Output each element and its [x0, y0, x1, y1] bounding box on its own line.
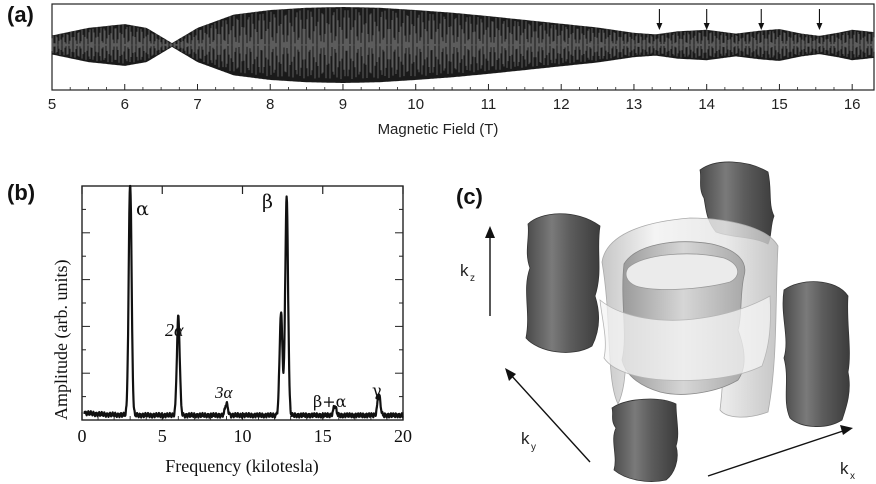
peak-label-gamma: γ	[372, 381, 382, 400]
panel-b: 0 5 10 15 20 α 2α 3α β β+α γ Amplitude (arb.…	[51, 186, 412, 477]
panel-a-xtick-label: 14	[698, 96, 715, 113]
peak-label-beta-plus-alpha: β+α	[313, 392, 347, 411]
kx-subscript: x	[850, 471, 855, 482]
panel-b-spectrum-line	[84, 186, 402, 418]
panel-b-xtick-label: 10	[234, 426, 252, 446]
panel-a-xtick-label: 7	[193, 96, 201, 113]
panel-a-xtick-label: 5	[48, 96, 56, 113]
peak-label-two-alpha: 2α	[165, 320, 184, 340]
panel-a-xtick-label: 8	[266, 96, 274, 113]
kz-arrowhead	[485, 226, 495, 238]
panel-a-xtick-label: 10	[407, 96, 424, 113]
ky-label: k	[521, 429, 530, 448]
kz-label: k	[460, 261, 469, 280]
panel-a-xtick-label: 9	[339, 96, 347, 113]
ky-axis-arrow	[510, 374, 590, 462]
panel-a-xlabel: Magnetic Field (T)	[0, 121, 876, 138]
fermi-tube-front-right	[783, 282, 849, 427]
panel-a-arrowhead	[704, 23, 710, 30]
panel-b-xtick-label: 5	[158, 426, 167, 446]
panel-b-xlabel: Frequency (kilotesla)	[165, 456, 318, 477]
kz-subscript: z	[470, 273, 475, 284]
kx-arrowhead	[840, 425, 853, 435]
panel-a-arrowhead	[758, 23, 764, 30]
panel-a-oscillation	[52, 7, 874, 83]
panel-a-arrowhead	[656, 23, 662, 30]
panel-c: k z k y k x	[460, 162, 855, 482]
panel-b-label: (b)	[7, 180, 35, 206]
oscillation-fine-structure	[52, 7, 874, 79]
peak-label-beta: β	[262, 191, 273, 213]
panel-a-xtick-label: 12	[553, 96, 570, 113]
panel-a-xtick-label: 16	[844, 96, 861, 113]
panel-a-xtick-label: 15	[771, 96, 788, 113]
panel-a-xtick-label: 6	[121, 96, 129, 113]
panel-b-xtick-label: 0	[78, 426, 87, 446]
panel-a-arrows	[656, 9, 822, 30]
panel-b-ylabel: Amplitude (arb. units)	[51, 260, 72, 420]
panel-a-xtick-label: 11	[481, 96, 497, 113]
panel-b-xtick-label: 15	[314, 426, 332, 446]
ky-subscript: y	[531, 442, 536, 453]
panel-b-xtick-label: 20	[394, 426, 412, 446]
panel-a: 5 6 7 8 9 10 11 12 13 14 15 16	[48, 4, 874, 113]
kx-label: k	[840, 459, 849, 478]
peak-label-alpha: α	[136, 198, 149, 220]
panel-a-x-axis: 5 6 7 8 9 10 11 12 13 14 15 16	[48, 84, 861, 113]
panel-a-arrowhead	[816, 23, 822, 30]
peak-label-three-alpha: 3α	[214, 383, 234, 402]
fermi-tube-back-left	[526, 214, 600, 353]
kx-axis-arrow	[708, 430, 846, 476]
panel-a-label: (a)	[7, 2, 34, 28]
fermi-tube-front-left	[612, 399, 678, 481]
panel-c-label: (c)	[456, 184, 483, 210]
panel-a-xtick-label: 13	[626, 96, 643, 113]
